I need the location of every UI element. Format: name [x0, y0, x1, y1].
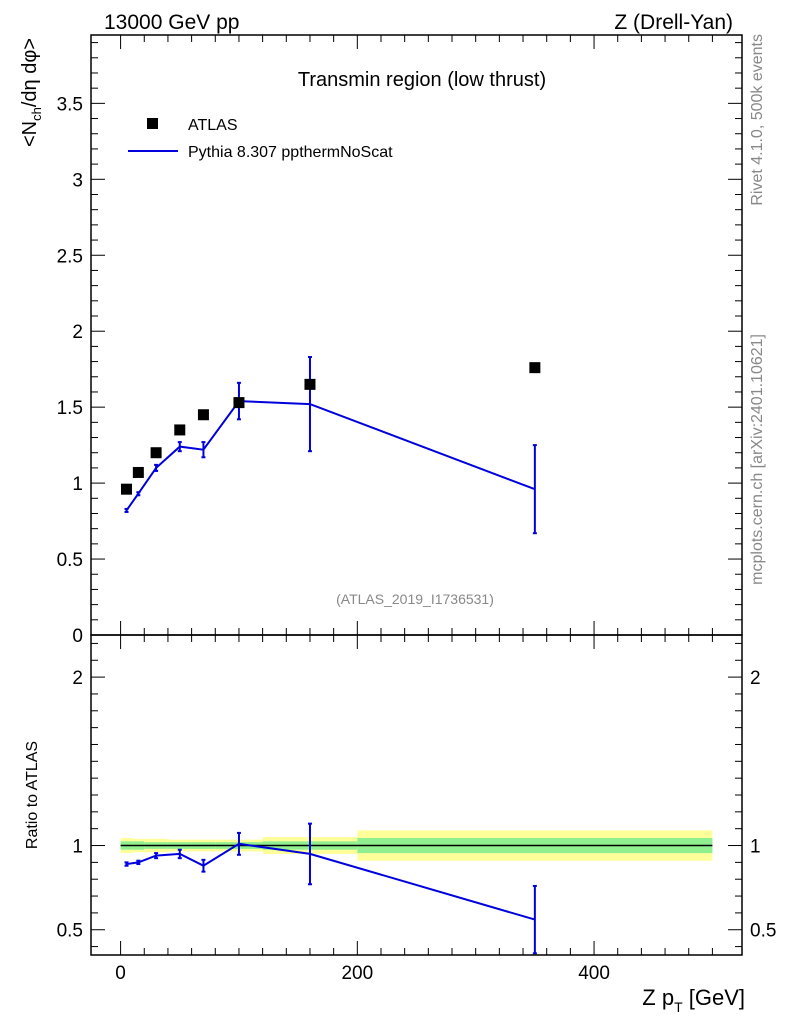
y-tick-label: 3 [72, 170, 83, 191]
ratio-y-tick-label-right: 0.5 [750, 921, 776, 942]
ratio-mc-line [126, 842, 536, 921]
mcplots-label: mcplots.cern.ch [arXiv:2401.10621] [749, 334, 766, 585]
ratio-ticks: 0.5 0.5 1 1 2 2 0 200 400 [57, 635, 776, 984]
y-tick-label: 0 [72, 626, 83, 647]
atlas-data-point [121, 483, 133, 495]
legend: ATLAS Pythia 8.307 ppthermNoScat [128, 117, 393, 161]
ratio-y-tick-label-right: 2 [750, 668, 761, 689]
main-ticks: 0 0.5 1 1.5 2 2.5 3 3.5 [57, 35, 742, 647]
atlas-data-point [132, 466, 144, 478]
ratio-y-tick-label-left: 2 [72, 668, 83, 689]
ratio-y-tick-label-left: 1 [72, 837, 83, 858]
y-tick-label: 1.5 [57, 398, 83, 419]
atlas-data-point [150, 447, 162, 459]
ratio-band [120, 830, 713, 861]
y-tick-label: 0.5 [57, 550, 83, 571]
y-tick-label: 2.5 [57, 246, 83, 267]
ratio-series [124, 822, 537, 955]
ylabel-sub: ch [29, 107, 44, 121]
xlabel-part2: [GeV] [683, 985, 745, 1010]
xlabel-part1: Z p [642, 985, 674, 1010]
legend-atlas-marker [147, 118, 158, 129]
xlabel-sub: T [674, 999, 683, 1015]
main-series [121, 356, 541, 535]
atlas-data-point [197, 409, 209, 421]
y-tick-label: 1 [72, 474, 83, 495]
chart-title: Transmin region (low thrust) [298, 69, 546, 91]
xlabel: Z pT [GeV] [642, 985, 745, 1015]
atlas-data-point [174, 424, 186, 436]
main-panel: 0 0.5 1 1.5 2 2.5 3 3.5 Transmin region (low th… [57, 34, 743, 647]
process-label: Z (Drell-Yan) [614, 11, 733, 34]
ylabel-part1: <N [19, 121, 41, 147]
y-tick-label: 2 [72, 322, 83, 343]
ratio-ylabel: Ratio to ATLAS [24, 741, 41, 849]
ratio-frame [90, 634, 743, 956]
rivet-label: Rivet 4.1.0, 500k events [749, 34, 766, 206]
ratio-y-tick-label-right: 1 [750, 837, 761, 858]
main-ylabel: <Nch/dη dφ> [19, 38, 44, 147]
atlas-data-point [304, 378, 316, 390]
x-tick-label: 400 [578, 963, 610, 984]
x-tick-label: 0 [115, 963, 126, 984]
energy-label: 13000 GeV pp [104, 11, 239, 34]
x-tick-label: 200 [341, 963, 373, 984]
legend-atlas-label: ATLAS [188, 117, 238, 134]
ratio-panel: 0.5 0.5 1 1 2 2 0 200 400 [57, 634, 776, 984]
y-tick-label: 3.5 [57, 94, 83, 115]
analysis-label: (ATLAS_2019_I1736531) [336, 591, 494, 607]
legend-mc-label: Pythia 8.307 ppthermNoScat [188, 144, 393, 161]
mc-line [125, 400, 536, 511]
ratio-y-tick-label-left: 0.5 [57, 921, 83, 942]
atlas-data-point [529, 362, 541, 374]
ylabel-part2: /dη dφ> [19, 38, 41, 107]
atlas-data-point [233, 397, 245, 409]
